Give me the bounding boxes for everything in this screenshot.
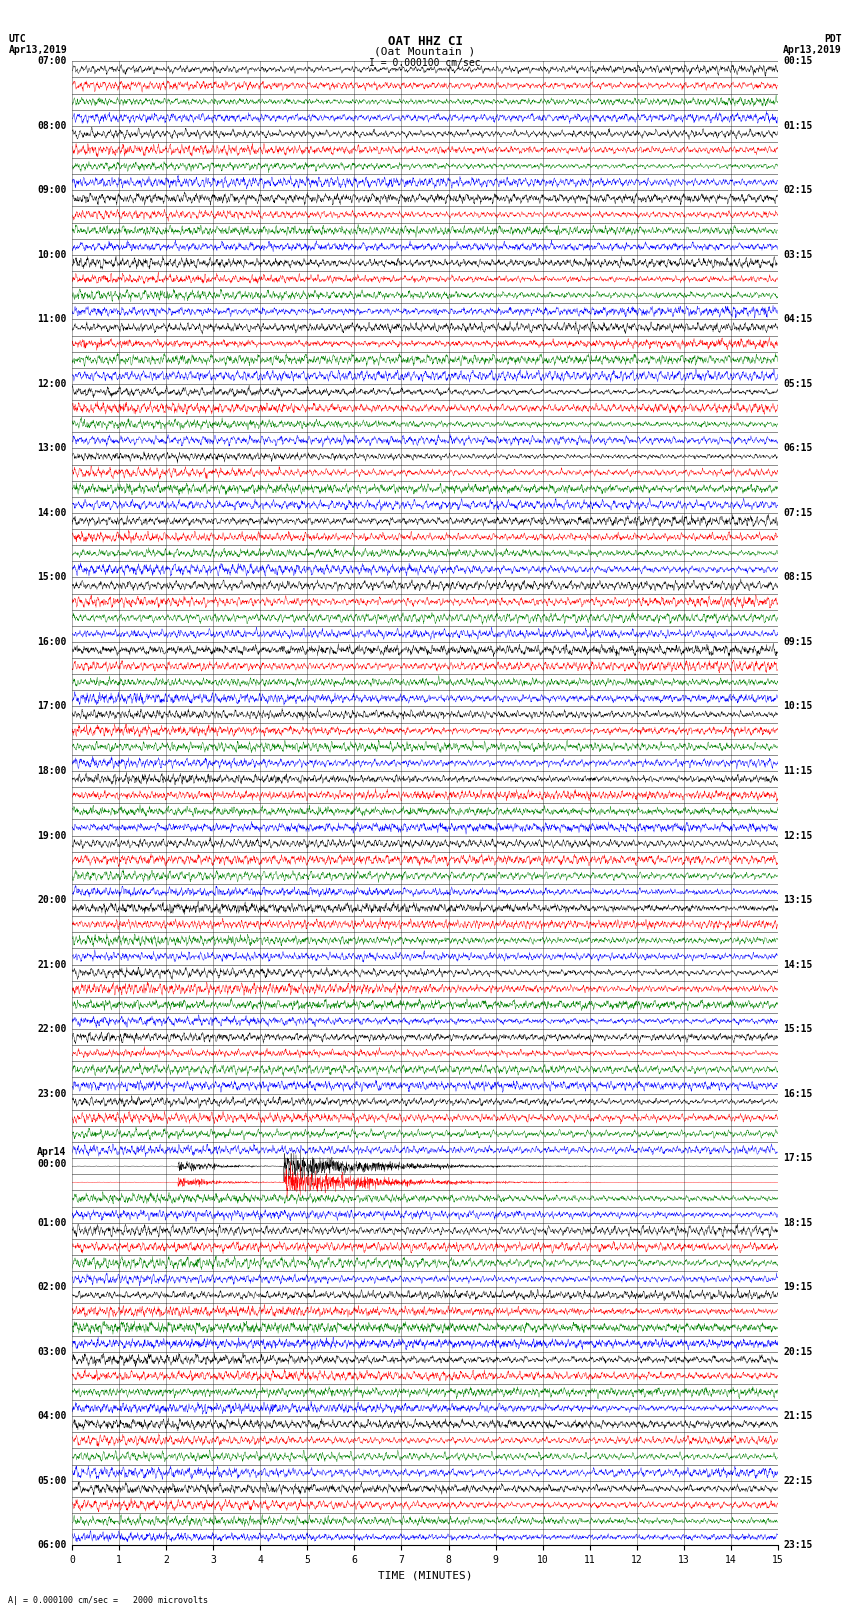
Text: 02:00: 02:00 <box>37 1282 66 1292</box>
Text: 08:15: 08:15 <box>784 573 813 582</box>
Text: 19:00: 19:00 <box>37 831 66 840</box>
Text: I = 0.000100 cm/sec: I = 0.000100 cm/sec <box>369 58 481 68</box>
Text: 01:15: 01:15 <box>784 121 813 131</box>
Text: 09:15: 09:15 <box>784 637 813 647</box>
Text: Apr13,2019: Apr13,2019 <box>783 45 842 55</box>
Text: 07:00: 07:00 <box>37 56 66 66</box>
Text: 04:00: 04:00 <box>37 1411 66 1421</box>
Text: 13:00: 13:00 <box>37 444 66 453</box>
Text: 13:15: 13:15 <box>784 895 813 905</box>
Text: 20:15: 20:15 <box>784 1347 813 1357</box>
Text: 18:15: 18:15 <box>784 1218 813 1227</box>
Text: 19:15: 19:15 <box>784 1282 813 1292</box>
Text: Apr13,2019: Apr13,2019 <box>8 45 67 55</box>
Text: 16:00: 16:00 <box>37 637 66 647</box>
Text: 15:15: 15:15 <box>784 1024 813 1034</box>
Text: 00:15: 00:15 <box>784 56 813 66</box>
Text: A| = 0.000100 cm/sec =   2000 microvolts: A| = 0.000100 cm/sec = 2000 microvolts <box>8 1595 208 1605</box>
Text: 08:00: 08:00 <box>37 121 66 131</box>
Text: 12:00: 12:00 <box>37 379 66 389</box>
Text: 03:00: 03:00 <box>37 1347 66 1357</box>
Text: 12:15: 12:15 <box>784 831 813 840</box>
Text: 11:15: 11:15 <box>784 766 813 776</box>
Text: 05:00: 05:00 <box>37 1476 66 1486</box>
Text: 11:00: 11:00 <box>37 315 66 324</box>
Text: 17:00: 17:00 <box>37 702 66 711</box>
Text: 01:00: 01:00 <box>37 1218 66 1227</box>
Text: Apr14
00:00: Apr14 00:00 <box>37 1147 66 1169</box>
Text: OAT HHZ CI: OAT HHZ CI <box>388 35 462 48</box>
Text: (Oat Mountain ): (Oat Mountain ) <box>374 47 476 56</box>
Text: 06:15: 06:15 <box>784 444 813 453</box>
Text: 09:00: 09:00 <box>37 185 66 195</box>
Text: 21:15: 21:15 <box>784 1411 813 1421</box>
Text: 21:00: 21:00 <box>37 960 66 969</box>
Text: 23:15: 23:15 <box>784 1540 813 1550</box>
Text: 03:15: 03:15 <box>784 250 813 260</box>
Text: 15:00: 15:00 <box>37 573 66 582</box>
Text: 04:15: 04:15 <box>784 315 813 324</box>
Text: UTC: UTC <box>8 34 26 44</box>
Text: 06:00: 06:00 <box>37 1540 66 1550</box>
Text: 07:15: 07:15 <box>784 508 813 518</box>
Text: 22:00: 22:00 <box>37 1024 66 1034</box>
Text: 14:15: 14:15 <box>784 960 813 969</box>
X-axis label: TIME (MINUTES): TIME (MINUTES) <box>377 1571 473 1581</box>
Text: 18:00: 18:00 <box>37 766 66 776</box>
Text: 17:15: 17:15 <box>784 1153 813 1163</box>
Text: 14:00: 14:00 <box>37 508 66 518</box>
Text: 16:15: 16:15 <box>784 1089 813 1098</box>
Text: 10:00: 10:00 <box>37 250 66 260</box>
Text: 22:15: 22:15 <box>784 1476 813 1486</box>
Text: PDT: PDT <box>824 34 842 44</box>
Text: 23:00: 23:00 <box>37 1089 66 1098</box>
Text: 10:15: 10:15 <box>784 702 813 711</box>
Text: 20:00: 20:00 <box>37 895 66 905</box>
Text: 05:15: 05:15 <box>784 379 813 389</box>
Text: 02:15: 02:15 <box>784 185 813 195</box>
